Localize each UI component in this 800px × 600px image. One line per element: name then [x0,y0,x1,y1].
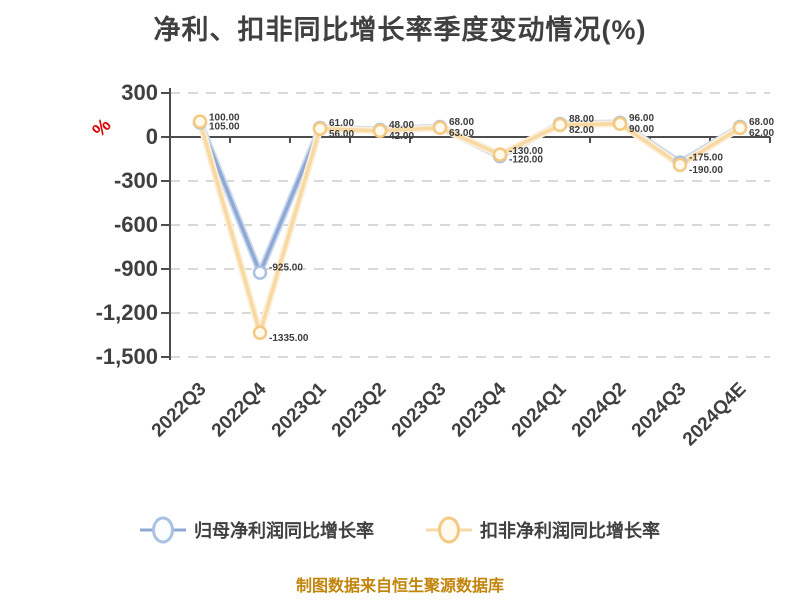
legend-marker-icon [140,516,186,544]
x-axis-label: 2023Q1 [268,378,331,441]
data-label: -190.00 [689,165,723,176]
data-label: -925.00 [269,263,303,274]
y-axis-label: -300 [114,168,158,193]
series-line-1 [198,119,742,335]
chart-plot-area: 300 0 -300 -600 -900 -1,200 -1,500% 2022Q32022Q… [89,80,775,451]
x-axis-label: 2024Q2 [568,379,631,442]
x-axis-label: 2023Q3 [388,379,451,442]
y-axis-label: -600 [114,212,158,237]
data-label: -1335.00 [269,333,309,344]
data-label: 100.00 [209,112,240,123]
data-label: 88.00 [569,114,594,125]
data-label: 48.00 [389,120,414,131]
legend-label-0: 归母净利润同比增长率 [194,521,374,541]
chart-title: 净利、扣非同比增长率季度变动情况(%) [153,15,647,45]
data-label: 68.00 [749,117,774,128]
data-point [732,120,748,136]
legend-item-1[interactable]: 扣非净利润同比增长率 [426,514,660,546]
data-label: -130.00 [509,146,543,157]
data-label: 90.00 [629,124,654,135]
legend-ellipse [438,516,460,544]
y-axis-label: -900 [114,256,158,281]
data-label: 63.00 [449,128,474,139]
legend-item-0[interactable]: 归母净利润同比增长率 [140,514,374,546]
data-label: 82.00 [569,125,594,136]
x-axis-label: 2022Q3 [148,379,211,442]
x-axis-label: 2023Q4 [448,378,511,441]
x-axis-label: 2024Q4E [679,379,751,451]
data-label: -175.00 [689,153,723,164]
data-label: 105.00 [209,122,240,133]
legend-ellipse [152,516,174,544]
data-label: 61.00 [329,118,354,129]
data-point [252,325,268,341]
legend-label-1: 扣非净利润同比增长率 [480,521,660,541]
x-axis-label: 2024Q1 [508,378,571,441]
data-point [432,120,448,136]
data-label: 56.00 [329,129,354,140]
data-label: 42.00 [389,131,414,142]
x-axis-label: 2022Q4 [208,378,271,441]
y-axis-unit-label: % [89,115,116,142]
data-point [312,121,328,137]
data-point [372,123,388,139]
data-label: 68.00 [449,117,474,128]
y-axis-label: 0 [146,124,158,149]
data-point [612,116,628,132]
y-axis-label: -1,500 [96,344,158,369]
data-point [252,265,268,280]
data-label: 62.00 [749,128,774,139]
data-point [672,157,688,173]
x-axis-label: 2023Q2 [328,379,391,442]
data-label: -120.00 [509,155,543,166]
y-axis-label: 300 [121,80,158,105]
data-point [492,147,508,162]
legend-marker-icon [426,516,472,544]
data-source-caption: 制图数据来自恒生聚源数据库 [295,578,504,595]
y-axis-label: -1,200 [96,300,158,325]
data-point [552,117,568,133]
data-label: 96.00 [629,113,654,124]
chart-legend: 归母净利润同比增长率 扣非净利润同比增长率 [0,514,800,546]
data-point [192,114,208,129]
